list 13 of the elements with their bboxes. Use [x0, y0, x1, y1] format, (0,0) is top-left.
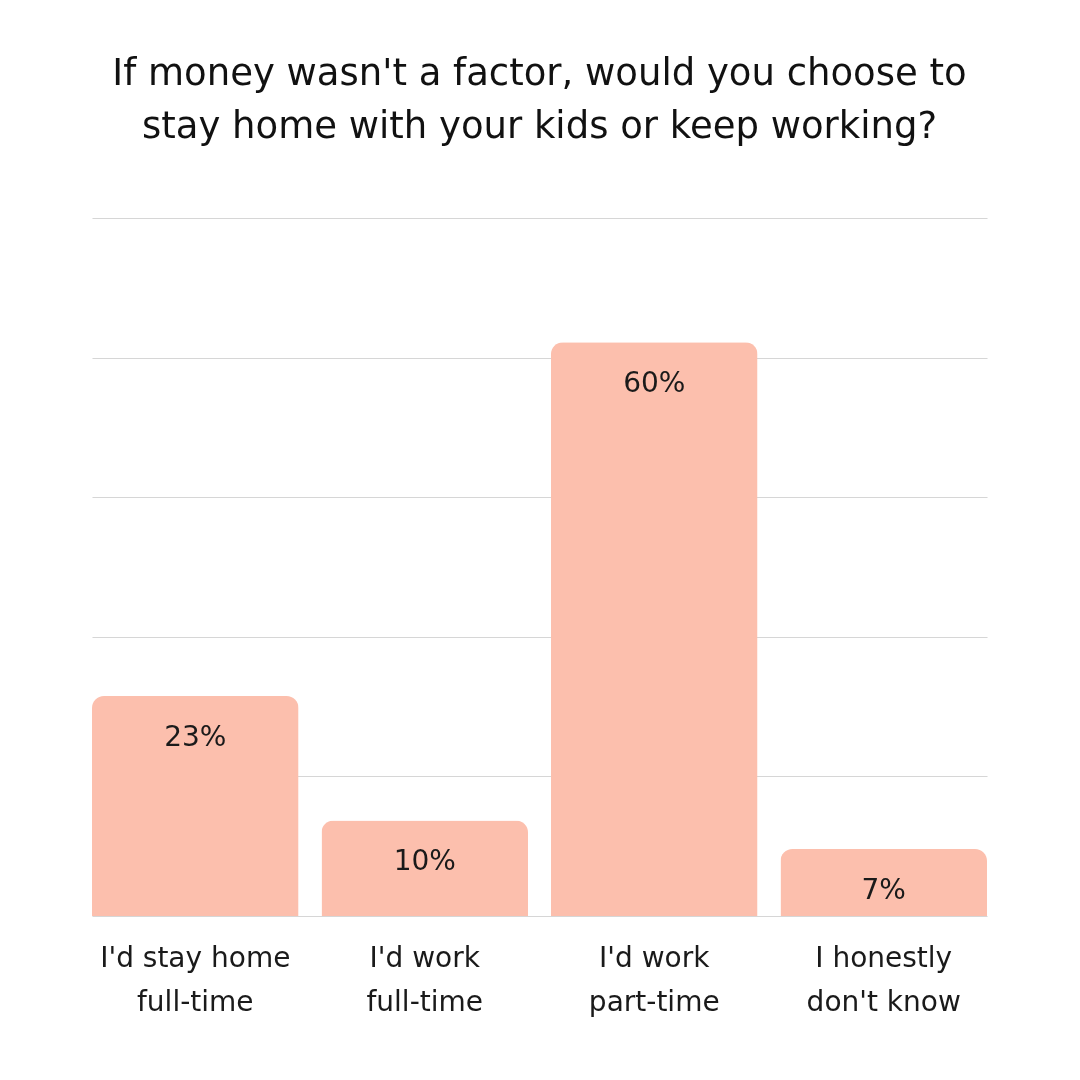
- bar: [321, 820, 529, 916]
- x-tick-label: I'd work full-time: [366, 940, 484, 1018]
- data-label: 60%: [623, 366, 686, 400]
- chart-title: If money wasn't a factor, would you choose to stay home with your kids or keep working?: [112, 51, 967, 147]
- data-label: 10%: [393, 844, 456, 878]
- bar: [780, 849, 987, 916]
- bar: [92, 696, 299, 916]
- bar: [550, 342, 758, 916]
- data-label: 23%: [164, 720, 227, 754]
- x-tick-label: I honestly don't know: [806, 940, 961, 1018]
- x-tick-label: I'd work part-time: [588, 940, 720, 1018]
- x-tick-label: I'd stay home full-time: [100, 940, 291, 1018]
- data-label: 7%: [861, 873, 906, 907]
